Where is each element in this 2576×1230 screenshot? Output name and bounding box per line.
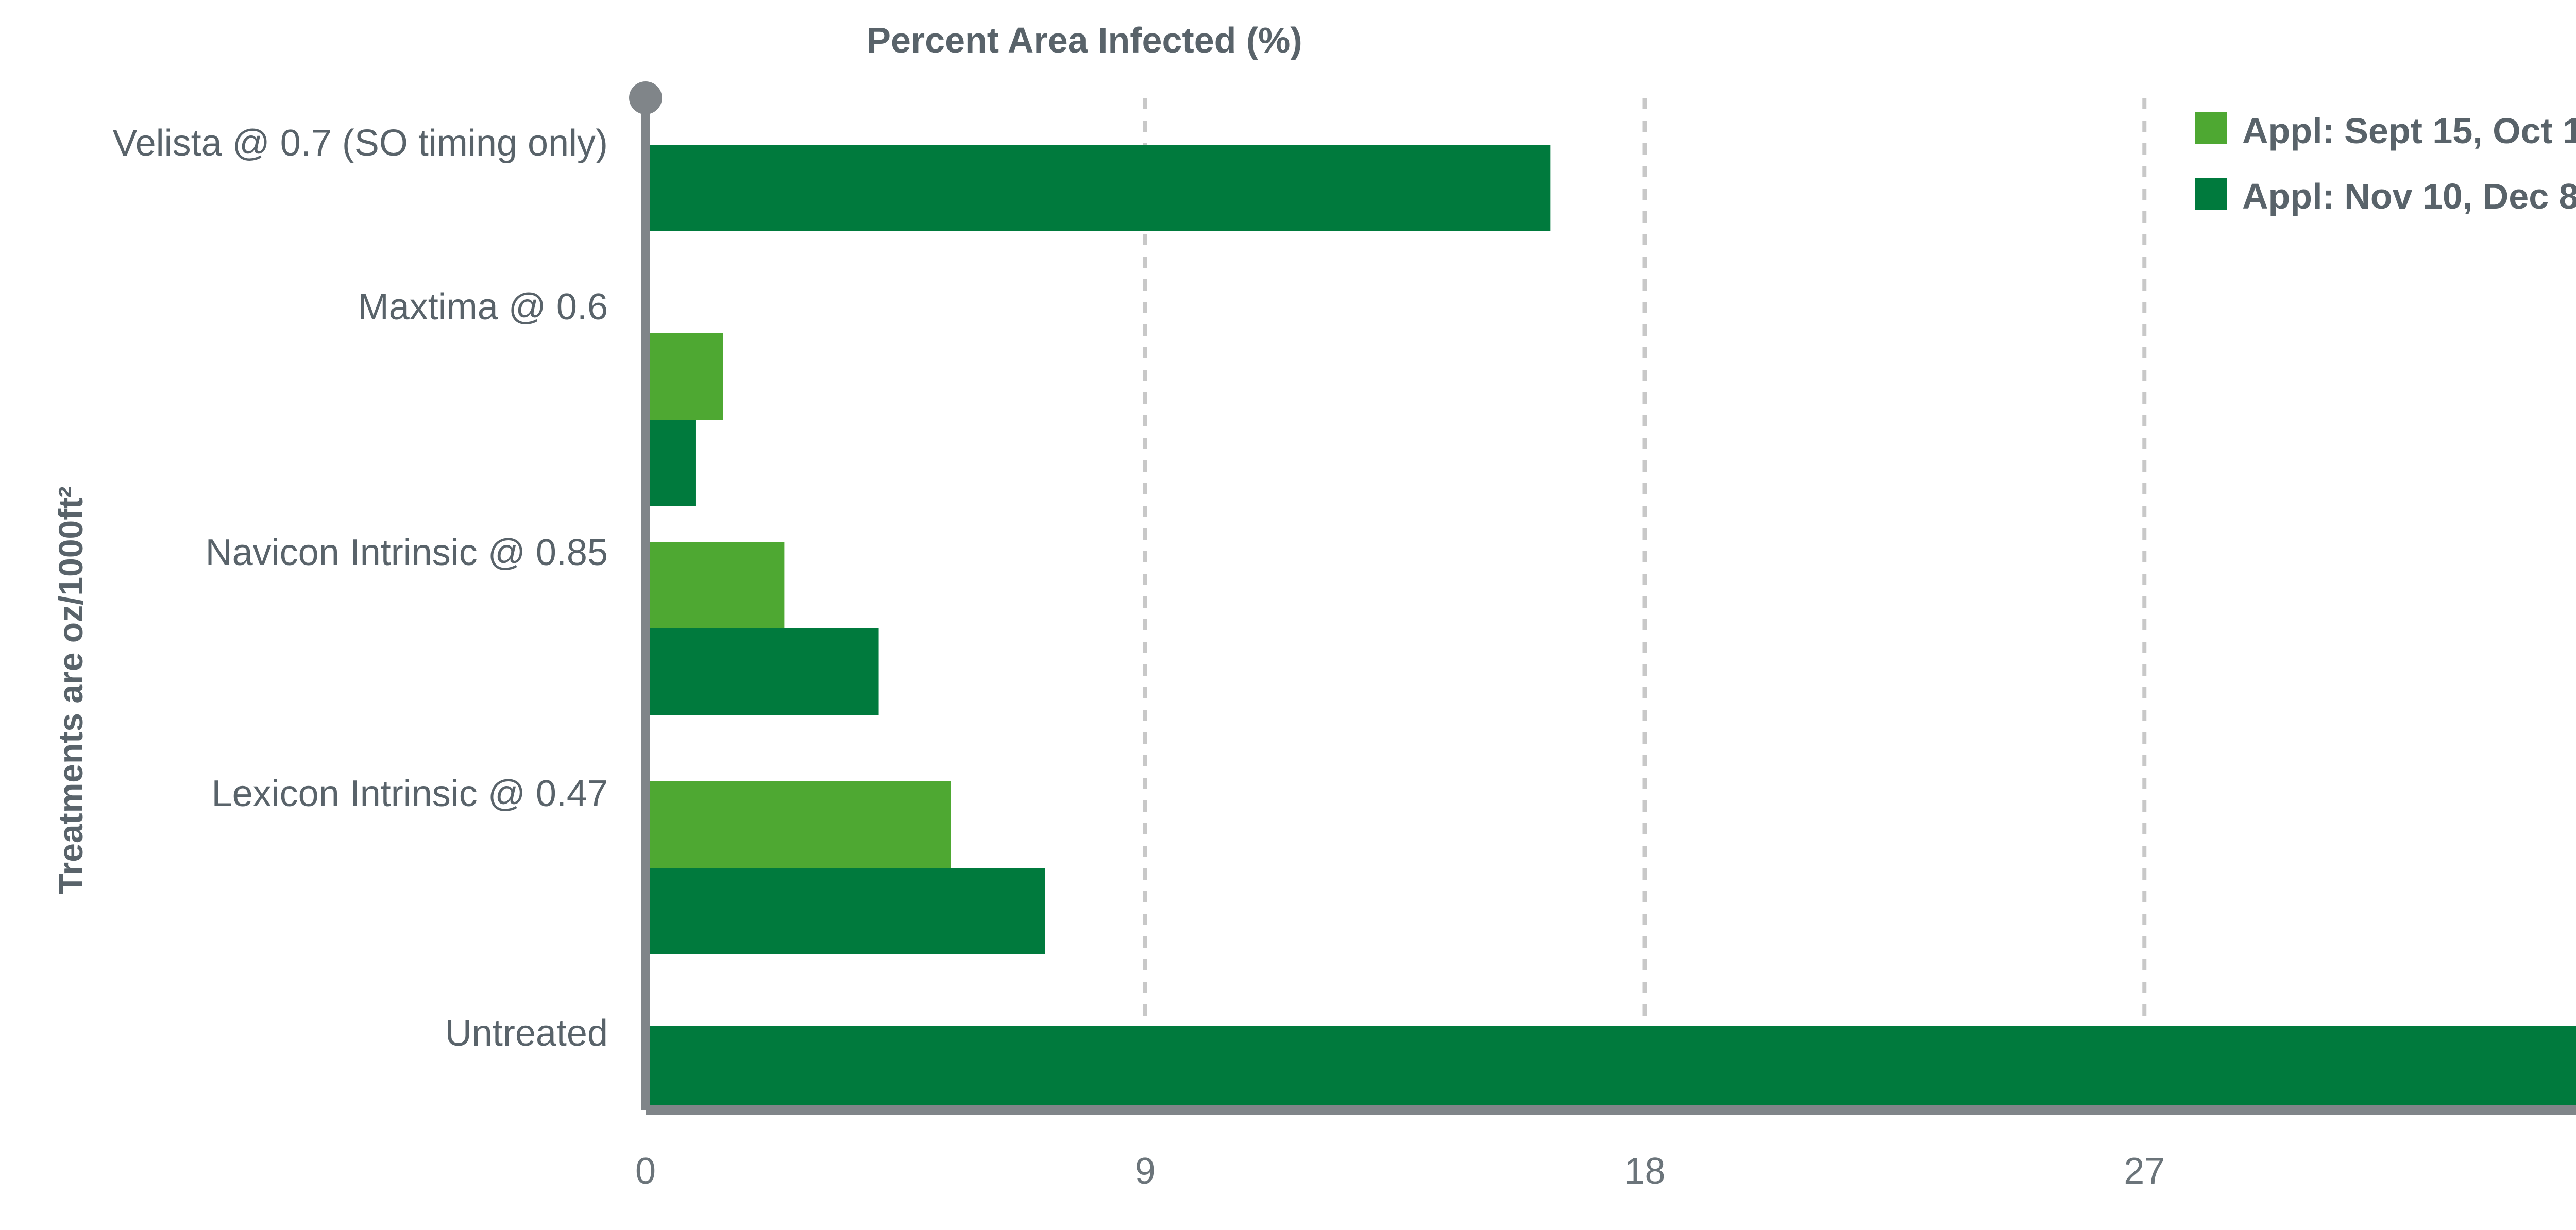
- bar: [646, 1026, 2576, 1112]
- axes: [629, 81, 2576, 1115]
- category-label: Lexicon Intrinsic @ 0.47: [212, 773, 608, 814]
- category-label: Maxtima @ 0.6: [358, 286, 608, 328]
- tick-label: 18: [1624, 1151, 1665, 1192]
- bar: [646, 868, 1045, 954]
- grid-lines: [1143, 98, 2147, 1110]
- legend-label: Appl: Sept 15, Oct 13: [2242, 111, 2576, 151]
- tick-label: 27: [2124, 1151, 2165, 1192]
- legend-swatch: [2195, 178, 2227, 210]
- legend: Appl: Sept 15, Oct 13 Appl: Nov 10, Dec 8: [2195, 111, 2576, 216]
- legend-swatch: [2195, 112, 2227, 144]
- tick-label: 0: [635, 1151, 656, 1192]
- category-label: Untreated: [445, 1013, 608, 1054]
- bars-group: [646, 145, 2576, 1112]
- y-axis-label: Treatments are oz/1000ft²: [52, 486, 90, 894]
- category-label: Navicon Intrinsic @ 0.85: [206, 532, 608, 573]
- bar: [646, 542, 785, 628]
- bar: [646, 781, 951, 868]
- category-labels: Velista @ 0.7 (SO timing only) Maxtima @ …: [113, 123, 608, 1054]
- bar: [646, 333, 723, 420]
- y-axis-end-dot: [629, 81, 662, 114]
- tick-labels: 09182736: [635, 1151, 2165, 1192]
- bar: [646, 420, 696, 506]
- chart-title: Percent Area Infected (%): [867, 20, 1302, 60]
- tick-label: 9: [1135, 1151, 1156, 1192]
- legend-label: Appl: Nov 10, Dec 8: [2242, 176, 2576, 216]
- bar: [646, 145, 1551, 231]
- category-label: Velista @ 0.7 (SO timing only): [113, 123, 608, 164]
- bar: [646, 628, 879, 715]
